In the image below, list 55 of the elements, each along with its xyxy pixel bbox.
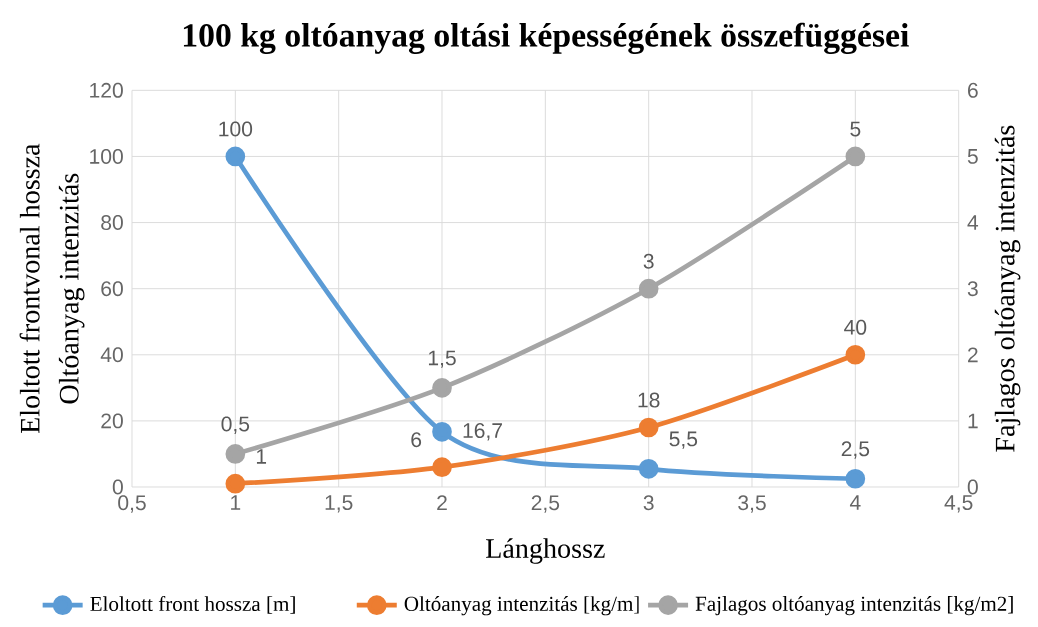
point: [638, 278, 659, 299]
data-label: 16,7: [463, 423, 502, 441]
y-axis-title: Eloltott frontvonal hossza: [19, 143, 40, 434]
point: [432, 457, 452, 478]
legend-label: Eloltott front hossza [m]: [90, 596, 295, 614]
point: [638, 417, 659, 438]
point: [845, 468, 866, 489]
data-label: 5: [850, 121, 861, 137]
x-tick-label: 3: [643, 495, 654, 511]
y2-tick-label: 0: [967, 479, 978, 495]
chart-title: 100 kg oltóanyag oltási képességének összefüggései: [183, 22, 909, 54]
data-label: 18: [638, 392, 660, 408]
x-tick-label: 2,5: [531, 495, 560, 513]
x-tick-label: 1,5: [325, 495, 353, 513]
y-tick-label: 120: [90, 82, 123, 98]
y2-axis-title: Fajlagos oltóanyag intenzitás: [994, 125, 1021, 452]
point: [845, 344, 866, 365]
y2-tick-label: 5: [967, 149, 978, 164]
y2-tick-label: 6: [968, 82, 978, 98]
x-tick-label: 4: [849, 495, 861, 510]
data-label: 2,5: [841, 441, 870, 459]
point: [225, 146, 246, 167]
point: [638, 458, 659, 479]
y-tick-label: 60: [101, 281, 123, 297]
point: [432, 377, 452, 398]
legend-label: Fajlagos oltóanyag intenzitás [kg/m2]: [695, 596, 1013, 616]
data-label: 5,5: [669, 431, 698, 449]
y2-tick-label: 1: [968, 413, 978, 429]
y-tick-label: 40: [100, 347, 123, 363]
y-tick-label: 20: [101, 413, 123, 429]
data-label: 6: [411, 432, 422, 448]
legend-label: Oltóanyag intenzitás [kg/m]: [404, 596, 639, 616]
x-tick-label: 3,5: [738, 495, 766, 513]
x-tick-label: 2: [437, 495, 447, 511]
x-tick-label: 0,5: [118, 495, 146, 513]
point: [225, 444, 246, 464]
y-tick-label: 100: [90, 148, 123, 164]
data-label: 0,5: [221, 416, 250, 434]
point: [225, 473, 246, 494]
x-tick-label: 1: [231, 495, 241, 510]
y-tick-label: 80: [101, 215, 123, 231]
data-label: 3: [643, 253, 654, 269]
text: Oltóanyag intenzitás: [58, 173, 85, 404]
y2-tick-label: 2: [968, 347, 978, 363]
point: [845, 146, 866, 167]
y2-tick-label: 3: [967, 281, 978, 297]
data-label: 100: [219, 121, 253, 137]
data-label: 1,5: [428, 350, 456, 368]
point: [432, 421, 452, 442]
x-axis-title: Lánghossz: [486, 538, 605, 564]
data-label: 40: [844, 319, 867, 335]
y-tick-label: 0: [112, 479, 123, 495]
data-label: 1: [256, 449, 267, 464]
y2-tick-label: 4: [967, 215, 979, 230]
x-tick-label: 4,5: [944, 495, 973, 513]
